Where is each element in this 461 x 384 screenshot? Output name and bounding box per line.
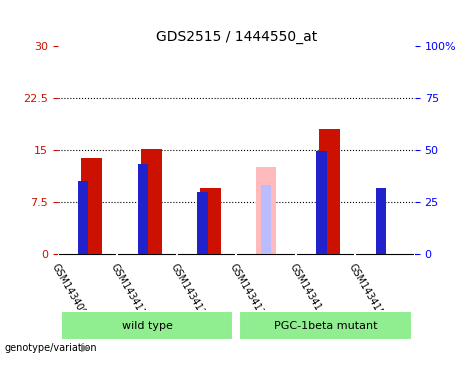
Text: ▶: ▶	[81, 343, 89, 353]
FancyBboxPatch shape	[60, 311, 233, 340]
Text: GSM143411: GSM143411	[109, 262, 147, 318]
Bar	[376, 188, 386, 254]
Text: GSM143414: GSM143414	[288, 262, 325, 318]
Title: GDS2515 / 1444550_at: GDS2515 / 1444550_at	[156, 30, 317, 44]
Text: wild type: wild type	[122, 321, 172, 331]
Bar	[81, 158, 102, 254]
Text: GSM143415: GSM143415	[347, 262, 385, 318]
FancyBboxPatch shape	[239, 311, 412, 340]
Bar	[200, 188, 221, 254]
Bar	[255, 167, 277, 254]
Bar	[141, 149, 161, 254]
Bar	[137, 164, 148, 254]
Bar	[197, 192, 207, 254]
Text: GSM143412: GSM143412	[168, 262, 207, 318]
Bar	[261, 185, 271, 254]
Text: GSM143409: GSM143409	[49, 262, 88, 318]
Text: PGC-1beta mutant: PGC-1beta mutant	[274, 321, 378, 331]
Bar	[78, 181, 89, 254]
Bar	[319, 129, 340, 254]
Text: GSM143413: GSM143413	[228, 262, 266, 318]
Bar	[316, 151, 327, 254]
Text: genotype/variation: genotype/variation	[5, 343, 97, 353]
